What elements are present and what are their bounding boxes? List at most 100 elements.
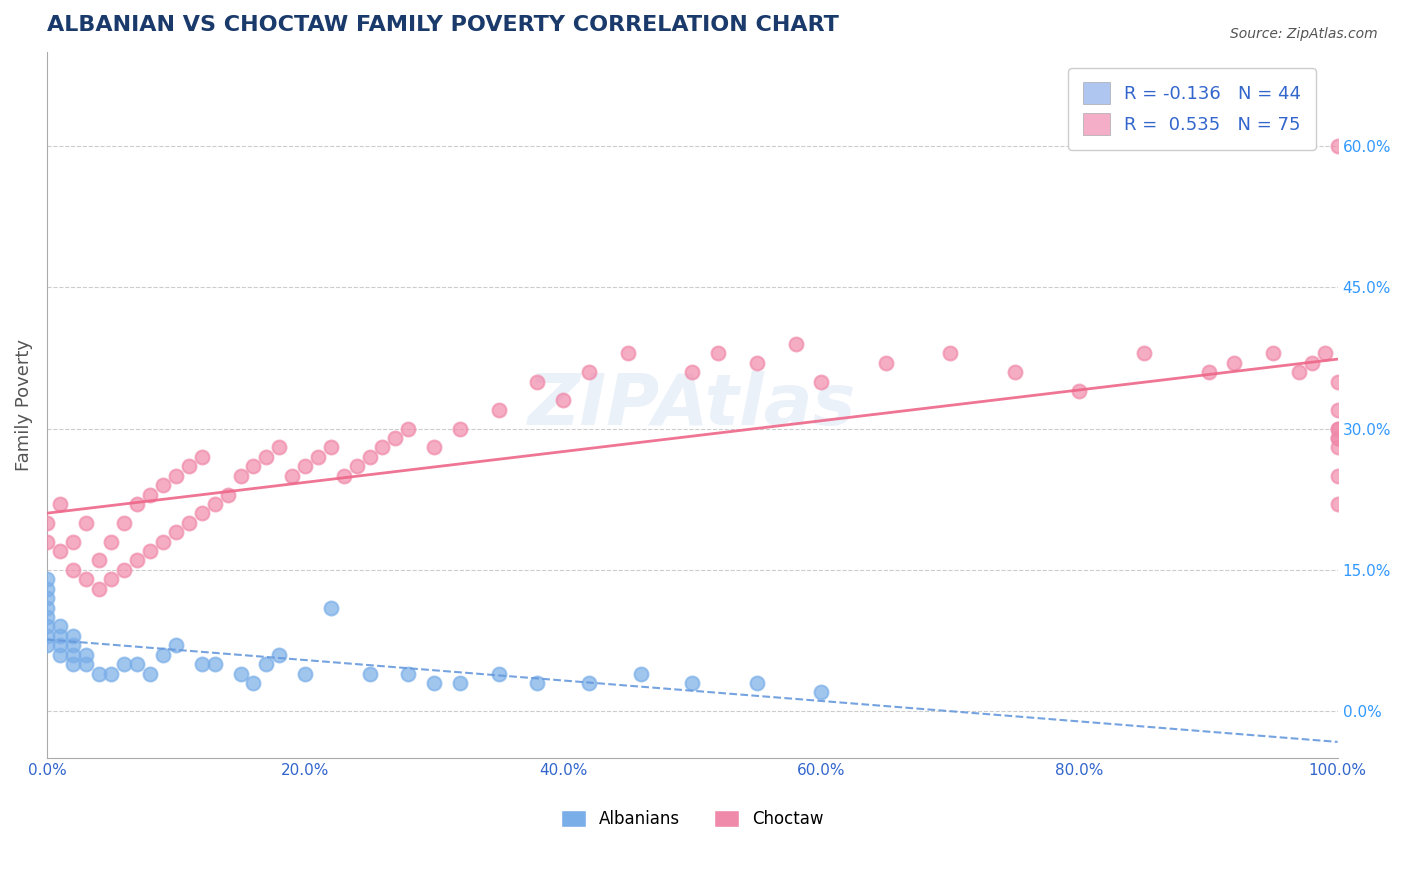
Point <box>1288 365 1310 379</box>
Point <box>578 676 600 690</box>
Point <box>1004 365 1026 379</box>
Point <box>217 487 239 501</box>
Point <box>49 638 72 652</box>
Point <box>875 356 897 370</box>
Point <box>254 450 277 464</box>
Point <box>62 629 84 643</box>
Point <box>1198 365 1220 379</box>
Point <box>139 544 162 558</box>
Point <box>1326 468 1348 483</box>
Point <box>191 657 214 672</box>
Point <box>707 346 730 360</box>
Point <box>177 516 200 530</box>
Point <box>269 648 291 662</box>
Point <box>332 468 354 483</box>
Point <box>630 666 652 681</box>
Point <box>112 516 135 530</box>
Point <box>100 572 122 586</box>
Point <box>745 676 768 690</box>
Point <box>49 629 72 643</box>
Point <box>254 657 277 672</box>
Point <box>1326 431 1348 445</box>
Point <box>165 638 187 652</box>
Point <box>681 676 703 690</box>
Point <box>165 525 187 540</box>
Point <box>1326 422 1348 436</box>
Point <box>449 676 471 690</box>
Point <box>62 648 84 662</box>
Text: ZIPAtlas: ZIPAtlas <box>529 370 856 440</box>
Point <box>62 534 84 549</box>
Point <box>62 638 84 652</box>
Point <box>242 459 264 474</box>
Point <box>449 422 471 436</box>
Point <box>1326 139 1348 153</box>
Point <box>35 619 58 633</box>
Point <box>346 459 368 474</box>
Point <box>35 600 58 615</box>
Point <box>87 666 110 681</box>
Point <box>127 497 149 511</box>
Point <box>75 648 97 662</box>
Point <box>1261 346 1284 360</box>
Point <box>191 507 214 521</box>
Point <box>75 657 97 672</box>
Point <box>35 629 58 643</box>
Point <box>177 459 200 474</box>
Point <box>204 497 226 511</box>
Point <box>319 441 342 455</box>
Point <box>939 346 962 360</box>
Point <box>294 459 316 474</box>
Point <box>616 346 638 360</box>
Point <box>371 441 394 455</box>
Point <box>785 336 807 351</box>
Point <box>681 365 703 379</box>
Point <box>191 450 214 464</box>
Point <box>204 657 226 672</box>
Point <box>62 563 84 577</box>
Point <box>553 393 575 408</box>
Point <box>100 666 122 681</box>
Point <box>152 534 174 549</box>
Point <box>139 666 162 681</box>
Point <box>526 676 548 690</box>
Point <box>112 563 135 577</box>
Point <box>112 657 135 672</box>
Point <box>1313 346 1336 360</box>
Point <box>1326 441 1348 455</box>
Point <box>35 572 58 586</box>
Point <box>359 666 381 681</box>
Point <box>1326 422 1348 436</box>
Text: Source: ZipAtlas.com: Source: ZipAtlas.com <box>1230 27 1378 41</box>
Point <box>35 516 58 530</box>
Point <box>396 666 419 681</box>
Point <box>423 676 446 690</box>
Point <box>49 497 72 511</box>
Point <box>578 365 600 379</box>
Point <box>49 544 72 558</box>
Point <box>49 619 72 633</box>
Point <box>35 591 58 606</box>
Point <box>35 610 58 624</box>
Point <box>1326 431 1348 445</box>
Point <box>87 582 110 596</box>
Point <box>1223 356 1246 370</box>
Point <box>1069 384 1091 398</box>
Point <box>810 375 832 389</box>
Point <box>1326 497 1348 511</box>
Point <box>229 666 252 681</box>
Point <box>294 666 316 681</box>
Legend: Albanians, Choctaw: Albanians, Choctaw <box>554 804 831 835</box>
Point <box>281 468 304 483</box>
Point <box>423 441 446 455</box>
Point <box>242 676 264 690</box>
Point <box>49 648 72 662</box>
Point <box>62 657 84 672</box>
Point <box>384 431 406 445</box>
Point <box>1301 356 1323 370</box>
Y-axis label: Family Poverty: Family Poverty <box>15 339 32 471</box>
Point <box>100 534 122 549</box>
Point <box>165 468 187 483</box>
Point <box>35 638 58 652</box>
Point <box>127 657 149 672</box>
